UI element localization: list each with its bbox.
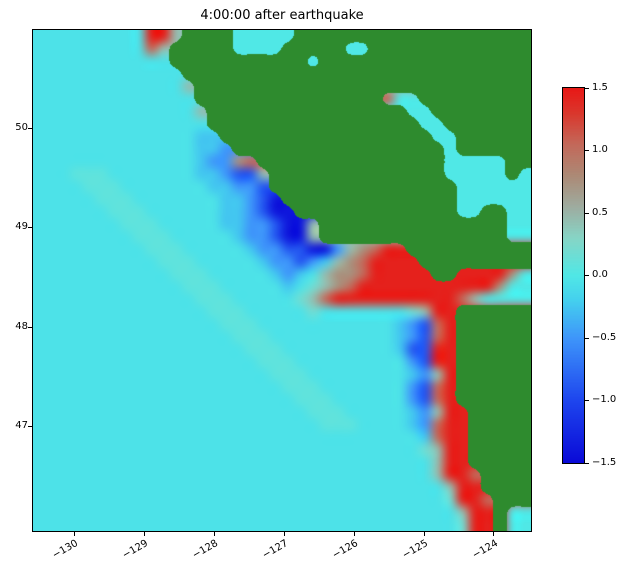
- x-tick-label: −126: [330, 538, 360, 562]
- colorbar-tick-label: 1.5: [592, 81, 608, 93]
- y-tick: [28, 127, 32, 129]
- x-tick-label: −129: [120, 538, 151, 562]
- x-tick-label: −125: [400, 538, 430, 562]
- colorbar-canvas: [563, 88, 584, 463]
- colorbar-tick-label: 0.0: [592, 269, 608, 280]
- x-tick-label: −127: [260, 538, 290, 562]
- colorbar-tick: [585, 212, 589, 214]
- colorbar-tick-label: 1.0: [592, 144, 608, 155]
- plot-title: 4:00:00 after earthquake: [200, 8, 364, 23]
- colorbar-tick: [585, 150, 589, 151]
- x-tick: [214, 532, 216, 536]
- colorbar-tick: [585, 87, 589, 89]
- x-tick-label: −128: [190, 538, 221, 562]
- colorbar-tick: [585, 275, 589, 276]
- x-tick: [493, 532, 495, 536]
- x-tick-label: −124: [470, 538, 500, 562]
- colorbar-tick-label: −0.5: [592, 331, 617, 343]
- y-tick: [28, 326, 32, 328]
- colorbar-tick: [585, 462, 589, 464]
- map-canvas: [33, 30, 531, 531]
- x-tick: [144, 532, 146, 536]
- y-tick-label: 50: [15, 121, 28, 133]
- x-tick: [353, 532, 355, 536]
- x-tick-label: −130: [51, 538, 81, 562]
- x-tick: [283, 532, 285, 536]
- y-tick-label: 47: [15, 420, 28, 432]
- colorbar-tick-label: −1.0: [592, 394, 617, 405]
- colorbar-tick-label: −1.5: [592, 456, 617, 468]
- colorbar-tick: [585, 337, 589, 339]
- x-tick: [74, 532, 76, 536]
- colorbar-tick: [585, 400, 589, 401]
- colorbar-tick-label: 0.5: [592, 206, 608, 218]
- y-tick-label: 48: [15, 320, 28, 332]
- y-tick: [28, 426, 32, 428]
- x-tick: [423, 532, 425, 536]
- y-tick: [28, 227, 32, 229]
- y-tick-label: 49: [15, 221, 28, 233]
